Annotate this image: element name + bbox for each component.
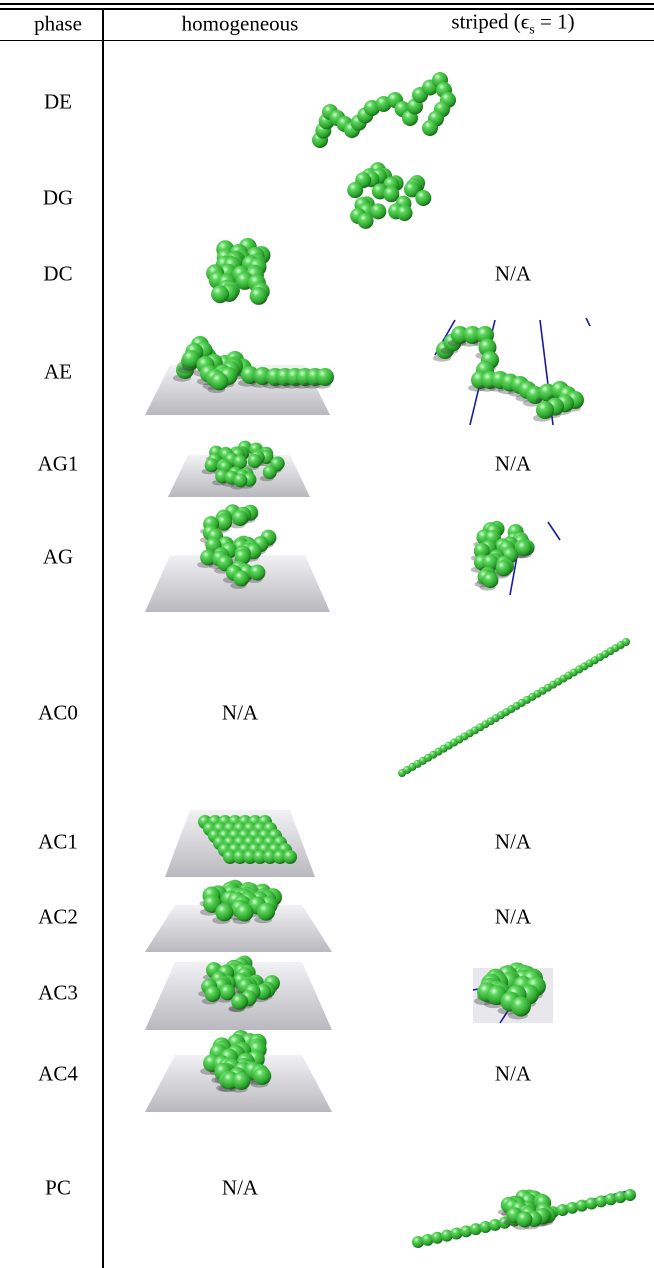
monomer <box>536 401 554 419</box>
phase-label: AG1 <box>38 452 79 477</box>
monomer <box>415 190 431 206</box>
monomer <box>232 1072 250 1090</box>
monomer <box>248 454 262 468</box>
cell-text: N/A <box>495 830 531 855</box>
header-text: striped (ϵ <box>451 9 529 33</box>
header-cell: homogeneous <box>182 12 299 37</box>
top-rule <box>0 3 654 5</box>
column-rule <box>102 8 104 1268</box>
phase-label: AE <box>44 360 72 385</box>
monomer <box>236 904 254 922</box>
monomer <box>215 903 233 921</box>
monomer <box>210 372 228 390</box>
monomer <box>347 182 363 198</box>
monomer <box>253 1067 271 1085</box>
monomer <box>231 994 247 1010</box>
table-page: phase homogeneous striped (ϵs = 1) DE DG D… <box>0 0 654 1268</box>
cell-text: N/A <box>495 262 531 287</box>
header-cell: phase <box>34 12 82 37</box>
cell-text: N/A <box>495 905 531 930</box>
monomer <box>250 287 268 305</box>
monomer <box>249 565 265 581</box>
monomer <box>496 560 512 576</box>
monomer <box>624 1189 636 1201</box>
cell-text: N/A <box>495 1062 531 1087</box>
header-text: = 1) <box>535 9 575 33</box>
stripe <box>586 318 590 326</box>
monomer <box>263 465 277 479</box>
phase-label: AC2 <box>38 905 78 930</box>
cell-text: N/A <box>495 452 531 477</box>
cell-text: N/A <box>222 1176 258 1201</box>
monomer <box>233 473 247 487</box>
monomer <box>397 205 413 221</box>
phase-label: AC3 <box>38 981 78 1006</box>
monomer <box>516 1211 532 1227</box>
monomer <box>516 540 532 556</box>
renders <box>0 0 654 1268</box>
monomer <box>370 203 386 219</box>
phase-label: DC <box>43 262 72 287</box>
phase-label: AC4 <box>38 1062 78 1087</box>
phase-label: DE <box>44 90 72 115</box>
monomer <box>622 638 630 646</box>
cell-text: N/A <box>222 701 258 726</box>
phase-label: AG <box>43 545 73 570</box>
monomer <box>257 903 275 921</box>
monomer <box>233 570 249 586</box>
phase-label: AC1 <box>38 830 78 855</box>
phase-label: DG <box>43 186 73 211</box>
monomer <box>316 368 334 386</box>
header-cell: striped (ϵs = 1) <box>451 9 574 38</box>
monomer <box>283 850 297 864</box>
monomer <box>211 285 229 303</box>
monomer <box>358 213 374 229</box>
monomer <box>422 120 438 136</box>
stripe <box>548 522 560 540</box>
phase-label: AC0 <box>38 701 78 726</box>
monomer <box>511 996 531 1016</box>
monomer <box>232 510 248 526</box>
header-rule <box>0 40 654 41</box>
monomer <box>482 572 498 588</box>
monomer <box>205 986 221 1002</box>
phase-label: PC <box>45 1176 71 1201</box>
